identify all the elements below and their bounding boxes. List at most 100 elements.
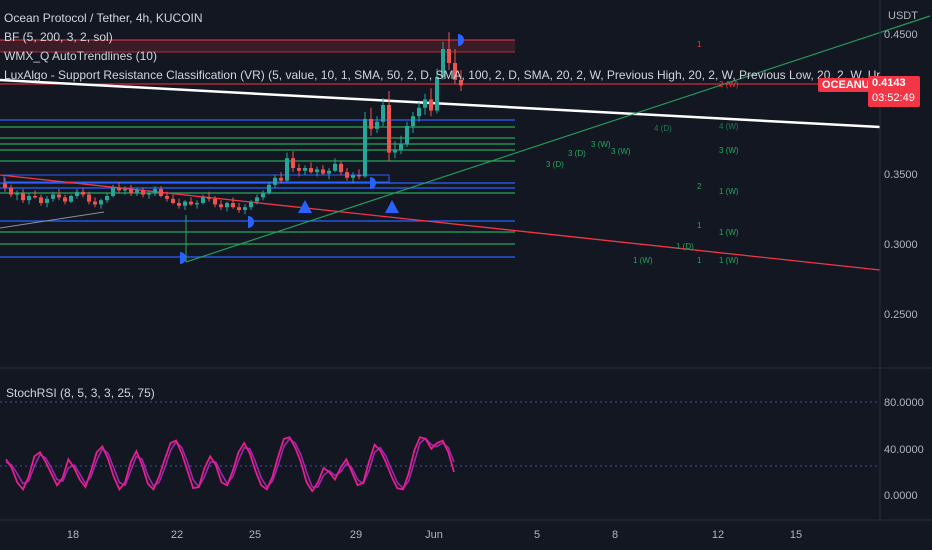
time-tick: 25	[248, 529, 262, 541]
last-price: 0.4143	[872, 77, 906, 89]
stoch-tick: 40.0000	[884, 444, 924, 456]
wave-label: 4 (W)	[719, 122, 739, 131]
candle-body	[423, 99, 427, 108]
candle-body	[171, 198, 175, 203]
candle-body	[213, 198, 217, 205]
indicator-bf[interactable]: BF (5, 200, 3, 2, sol)	[4, 30, 113, 44]
candle-body	[51, 194, 55, 199]
candle-body	[411, 116, 415, 126]
price-tick: 0.2500	[884, 309, 918, 321]
support-resistance-levels	[0, 39, 880, 467]
indicator-luxalgo[interactable]: LuxAlgo - Support Resistance Classificat…	[4, 68, 880, 82]
buy-signal-triangle	[298, 200, 312, 213]
candlestick-series	[3, 32, 463, 215]
candle-body	[135, 190, 139, 194]
candle-body	[417, 107, 421, 117]
wave-label: 4 (D)	[654, 124, 672, 133]
candle-body	[249, 201, 253, 208]
candle-body	[273, 177, 277, 185]
wave-label: 1	[697, 256, 702, 265]
candle-body	[429, 99, 433, 111]
major-trendline	[0, 78, 881, 129]
time-tick: 5	[533, 529, 541, 541]
candle-body	[87, 194, 91, 202]
wave-label: 3 (W)	[611, 147, 631, 156]
candle-body	[225, 203, 229, 208]
price-axis-currency: USDT	[888, 10, 918, 22]
wave-label: 1 (W)	[633, 256, 653, 265]
candle-body	[309, 168, 313, 173]
indicator-autotrendlines[interactable]: WMX_Q AutoTrendlines (10)	[4, 49, 157, 63]
ascending-trendline	[185, 15, 931, 263]
stochrsi-label[interactable]: StochRSI (8, 5, 3, 3, 25, 75)	[6, 386, 155, 400]
candle-body	[231, 203, 235, 208]
candle-body	[81, 191, 85, 195]
time-tick: 29	[349, 529, 363, 541]
candle-body	[207, 197, 211, 199]
price-tick: 0.3500	[884, 169, 918, 181]
candle-body	[345, 172, 349, 178]
candle-body	[111, 187, 115, 196]
candle-body	[57, 194, 61, 198]
candle-body	[363, 119, 367, 177]
candle-body	[117, 187, 121, 191]
candle-body	[303, 168, 307, 171]
candle-body	[393, 149, 397, 153]
candle-body	[435, 77, 439, 111]
candle-body	[297, 168, 301, 171]
candle-body	[357, 175, 361, 177]
wave-label: 2	[697, 182, 702, 191]
candle-body	[147, 193, 151, 195]
candle-body	[351, 175, 355, 178]
wave-label: 1 (W)	[719, 187, 739, 196]
time-tick: Jun	[425, 529, 443, 541]
markers	[180, 34, 464, 264]
candle-body	[39, 197, 43, 203]
candle-body	[9, 187, 13, 195]
stochrsi-pane	[5, 436, 455, 493]
candle-body	[315, 169, 319, 173]
candle-body	[243, 207, 247, 210]
candle-body	[21, 193, 25, 201]
level-anchor	[248, 216, 254, 228]
candle-body	[255, 197, 259, 202]
candle-body	[381, 105, 385, 122]
candle-body	[219, 204, 223, 208]
stoch-k-line	[5, 436, 455, 493]
wave-label: 1	[697, 221, 702, 230]
candle-body	[237, 207, 241, 210]
wave-label: 2 (W)	[719, 80, 739, 89]
price-tick: 0.4500	[884, 29, 918, 41]
candle-body	[153, 189, 157, 194]
candle-body	[15, 193, 19, 195]
chart-title: Ocean Protocol / Tether, 4h, KUCOIN	[4, 11, 203, 25]
candle-body	[267, 184, 271, 194]
time-tick: 12	[711, 529, 725, 541]
candle-body	[75, 191, 79, 196]
candle-body	[459, 79, 463, 86]
candle-body	[279, 177, 283, 181]
price-tick: 0.3000	[884, 239, 918, 251]
candle-body	[123, 189, 127, 191]
stoch-tick: 80.0000	[884, 397, 924, 409]
level-anchor	[370, 177, 376, 189]
candle-body	[327, 170, 331, 174]
candle-body	[261, 193, 265, 198]
candle-body	[375, 121, 379, 129]
stoch-tick: 0.0000	[884, 490, 918, 502]
wave-label: 3 (D)	[568, 149, 586, 158]
wave-label: 1	[697, 40, 702, 49]
time-tick: 8	[611, 529, 619, 541]
minor-trendline	[0, 211, 105, 229]
candle-body	[3, 183, 7, 188]
candle-body	[27, 196, 31, 201]
candle-body	[405, 126, 409, 145]
candle-body	[285, 158, 289, 181]
bar-countdown: 03:52:49	[872, 92, 915, 104]
candle-body	[63, 197, 67, 202]
wave-label: 1 (D)	[676, 242, 694, 251]
candle-body	[447, 49, 451, 63]
candle-body	[441, 49, 445, 77]
candle-body	[183, 201, 187, 206]
